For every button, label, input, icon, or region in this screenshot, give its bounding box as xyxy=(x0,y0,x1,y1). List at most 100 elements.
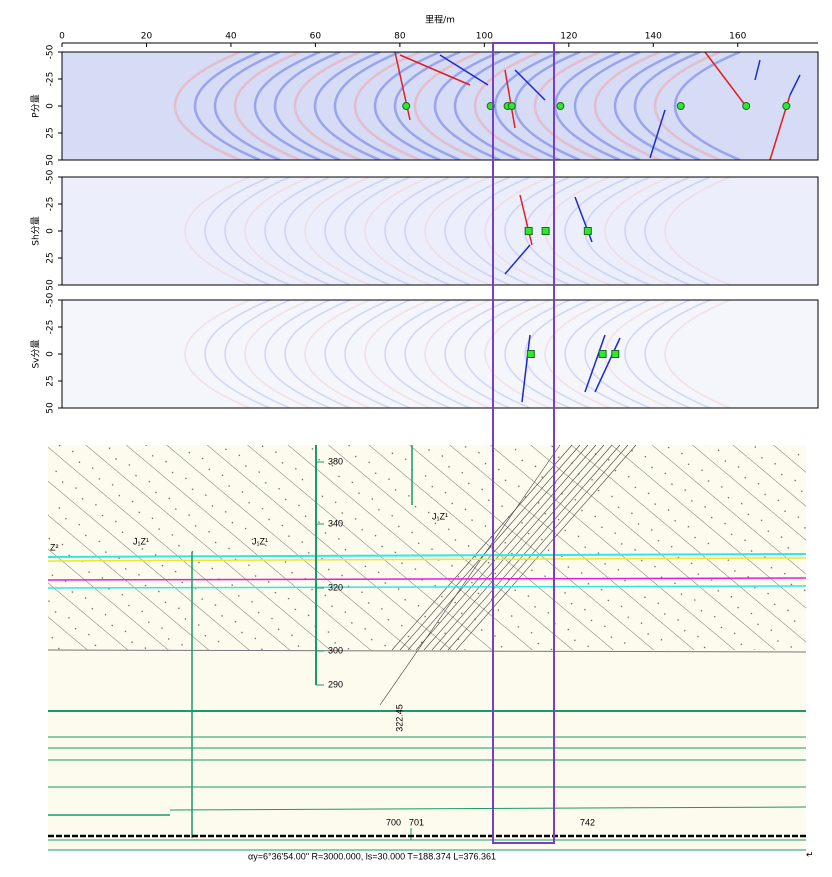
station-label: 701 xyxy=(409,817,424,827)
y-tick-label: 25 xyxy=(46,252,56,263)
wave-arc xyxy=(374,52,441,160)
wave-arc xyxy=(354,52,421,160)
wave-arc xyxy=(384,300,451,408)
wave-arc xyxy=(294,52,361,160)
elevation-label: 380 xyxy=(328,456,343,466)
layer-line xyxy=(47,585,807,589)
y-tick-label: 25 xyxy=(46,375,56,386)
panel-label: Sv分量 xyxy=(31,339,42,368)
event-line xyxy=(584,334,606,393)
x-tick-label: 100 xyxy=(476,32,493,42)
wave-arc xyxy=(644,177,711,285)
y-tick-label: -25 xyxy=(46,197,56,212)
station-label: 742 xyxy=(580,817,595,827)
wave-arc xyxy=(444,177,511,285)
stratum-label: J₁Z¹ xyxy=(432,511,448,521)
wave-arc xyxy=(564,300,631,408)
wave-arc xyxy=(574,52,641,160)
wave-arc xyxy=(314,52,381,160)
layer-line xyxy=(47,577,807,581)
wave-arc xyxy=(184,177,251,285)
panel-label: Sh分量 xyxy=(31,216,42,245)
wave-arc xyxy=(494,52,561,160)
event-line xyxy=(704,51,746,106)
marker xyxy=(402,102,411,110)
wave-arc xyxy=(394,52,461,160)
wave-arc xyxy=(284,177,351,285)
wave-arc xyxy=(204,177,271,285)
wave-arc xyxy=(424,177,491,285)
event-line xyxy=(789,74,801,96)
wave-arc xyxy=(594,52,661,160)
wave-arc xyxy=(234,52,301,160)
wave-arc xyxy=(284,300,351,408)
event-line xyxy=(754,59,761,81)
wave-arc xyxy=(174,52,241,160)
wave-arc xyxy=(614,52,681,160)
wave-arc xyxy=(244,300,311,408)
wave-arc xyxy=(324,300,391,408)
wave-arc xyxy=(444,300,511,408)
elevation-label: 340 xyxy=(328,518,343,528)
x-axis-title: 里程/m xyxy=(425,15,455,26)
marker xyxy=(782,102,791,110)
stratum-label: J₁Z¹ xyxy=(252,536,268,546)
curve-elements: αy=6°36'54.00" R=3000.000, ls=30.000 T=1… xyxy=(248,851,496,861)
wave-arc xyxy=(224,177,291,285)
marker xyxy=(526,350,535,358)
event-line xyxy=(594,337,621,393)
wave-arc xyxy=(564,177,631,285)
wave-arc xyxy=(264,300,331,408)
geologic-section: Z² J₁Z¹ J₁Z¹ J₁Z¹ 380 340 320 300 290 32… xyxy=(47,444,814,861)
layer-line xyxy=(47,557,807,562)
wave-arc xyxy=(184,300,251,408)
panel: -50 -25 0 25 50 Sh分量 xyxy=(31,169,819,291)
wave-arc xyxy=(274,52,341,160)
event-line xyxy=(439,54,489,86)
station-label: 700 xyxy=(386,817,401,827)
y-tick-label: -50 xyxy=(46,169,56,184)
marker xyxy=(742,102,751,110)
wave-arc xyxy=(624,177,691,285)
wave-arc xyxy=(304,177,371,285)
wave-arc xyxy=(474,52,541,160)
x-tick-label: 40 xyxy=(225,32,237,42)
wave-arc xyxy=(644,300,711,408)
wave-arc xyxy=(634,52,701,160)
event-line xyxy=(504,69,516,129)
wave-arc xyxy=(404,177,471,285)
panel-background xyxy=(62,300,818,408)
elevation-label: 300 xyxy=(328,645,343,655)
wave-pattern xyxy=(184,177,731,285)
y-tick-label: -25 xyxy=(46,320,56,335)
marker xyxy=(507,102,516,110)
wave-arc xyxy=(254,52,321,160)
panel-label: P分量 xyxy=(31,94,42,117)
wave-arc xyxy=(264,177,331,285)
panel-background xyxy=(62,52,818,160)
x-tick-label: 0 xyxy=(59,32,65,42)
wave-arc xyxy=(304,300,371,408)
event-line xyxy=(519,194,533,246)
elevation-label: 320 xyxy=(328,582,343,592)
stratum-label: J₁Z¹ xyxy=(133,536,149,546)
event-line xyxy=(649,109,666,159)
wave-arc xyxy=(344,177,411,285)
wave-arc xyxy=(664,177,731,285)
seismic-panels: 0 20 40 60 80 100 120 140 160 -50 -25 0 25 50 P分量 -50 -2… xyxy=(31,32,819,414)
event-line xyxy=(399,54,471,86)
y-tick-label: -50 xyxy=(46,292,56,307)
event-line xyxy=(521,334,531,403)
marker xyxy=(524,227,533,235)
wave-arc xyxy=(224,300,291,408)
wave-arc xyxy=(544,300,611,408)
y-tick-label: -50 xyxy=(46,44,56,59)
marker xyxy=(583,227,592,235)
layer-line xyxy=(47,553,807,558)
wave-arc xyxy=(364,300,431,408)
x-tick-label: 120 xyxy=(560,32,577,42)
elevation-note: 322.45 xyxy=(394,704,404,732)
wave-arc xyxy=(534,52,601,160)
wave-arc xyxy=(464,300,531,408)
x-tick-label: 60 xyxy=(310,32,322,42)
